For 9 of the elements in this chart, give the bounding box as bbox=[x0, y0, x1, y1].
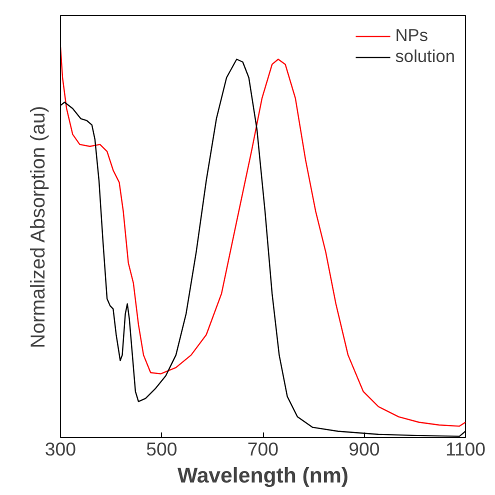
x-tick-label: 900 bbox=[348, 438, 380, 460]
x-tick-label: 500 bbox=[146, 438, 178, 460]
legend-label: solution bbox=[395, 46, 455, 67]
x-tick-label: 1100 bbox=[445, 438, 486, 460]
x-tick-label: 700 bbox=[247, 438, 279, 460]
x-tick-label: 300 bbox=[44, 438, 76, 460]
y-axis-title: Normalized Absorption (au) bbox=[28, 106, 50, 348]
legend-label: NPs bbox=[395, 25, 428, 46]
x-axis-title: Wavelength (nm) bbox=[177, 464, 349, 488]
